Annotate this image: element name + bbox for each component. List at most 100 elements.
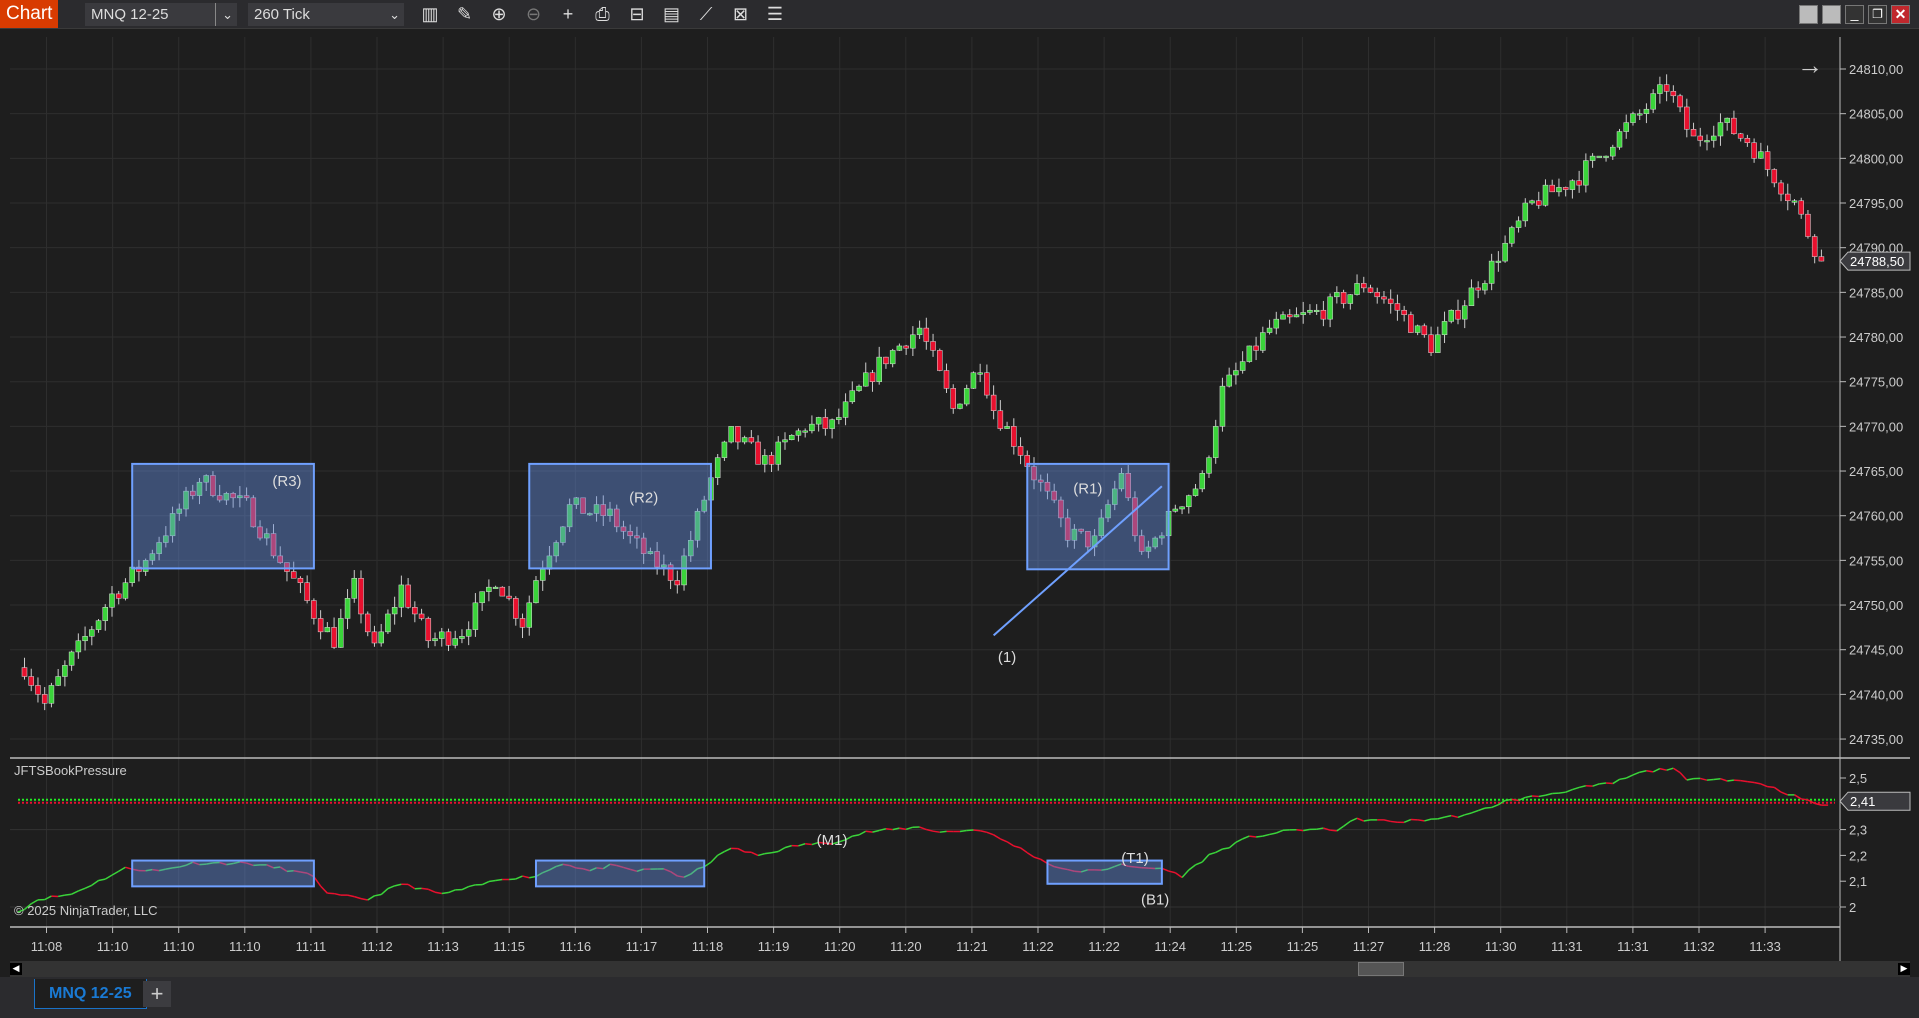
indicator-value-marker xyxy=(1839,791,1911,811)
indicator-segment xyxy=(629,868,638,873)
indicator-segment xyxy=(1659,767,1667,771)
scroll-to-end-arrow-icon[interactable]: → xyxy=(1797,50,1823,80)
candle-down xyxy=(1684,106,1690,130)
candle-down xyxy=(1818,256,1825,262)
indicator-segment xyxy=(1101,868,1109,871)
candle-up xyxy=(775,441,782,465)
time-axis-label: 11:18 xyxy=(692,939,724,954)
candle-up xyxy=(472,602,479,630)
indicator-axis-label: 2 xyxy=(1849,900,1856,915)
indicator-segment xyxy=(1477,807,1486,812)
candle-up xyxy=(910,334,916,349)
chart-area[interactable]: 11:08 11:10 11:10 11:10 11:11 11:12 11:13 11:15… xyxy=(0,29,1919,961)
candle-up xyxy=(714,457,721,478)
indicator-segment xyxy=(1599,782,1607,785)
candle-up xyxy=(149,553,156,561)
crosshair-icon[interactable]: + xyxy=(562,4,574,24)
candle-down xyxy=(768,455,775,465)
indicator-segment xyxy=(986,831,994,836)
indicator-segment xyxy=(1107,865,1116,870)
minimize-icon[interactable]: _ xyxy=(1845,5,1864,24)
candle-up xyxy=(55,676,61,686)
candle-down xyxy=(35,685,41,695)
indicators-icon[interactable]: ▤ xyxy=(662,4,680,24)
chart-properties-icon[interactable]: ⊟ xyxy=(629,4,645,24)
zoom-in-icon[interactable]: ⊕ xyxy=(491,4,507,24)
candle-down xyxy=(519,618,526,628)
candle-down xyxy=(41,694,48,704)
candle-down xyxy=(1771,169,1778,184)
indicator-segment xyxy=(1343,820,1351,827)
indicator-segment xyxy=(683,873,692,878)
indicator-segment xyxy=(1114,863,1122,868)
candle-down xyxy=(580,497,586,514)
indicator-segment xyxy=(226,862,234,866)
zone-rectangle xyxy=(1026,462,1170,571)
price-axis-label: 24740,00 xyxy=(1849,687,1903,702)
interval-selector[interactable]: 260 Tick ⌄ xyxy=(248,3,404,26)
indicator-segment xyxy=(1208,851,1216,856)
close-icon[interactable]: ✕ xyxy=(1891,5,1910,24)
scroll-thumb[interactable] xyxy=(1358,962,1404,976)
candle-up xyxy=(264,533,270,539)
indicator-segment xyxy=(1316,827,1324,831)
add-tab-button[interactable]: + xyxy=(143,981,171,1007)
indicator-segment xyxy=(1336,825,1345,832)
indicator-segment xyxy=(421,887,429,891)
indicator-segment xyxy=(697,866,705,870)
candle-down xyxy=(1805,213,1811,237)
chevron-down-icon[interactable]: ⌄ xyxy=(215,3,233,26)
strategies-icon[interactable]: ⟋ xyxy=(699,4,713,24)
indicator-value-label: 2,41 xyxy=(1850,794,1875,809)
candle-up xyxy=(465,629,472,637)
candle-down xyxy=(1697,135,1704,141)
candle-up xyxy=(203,475,209,483)
candle-up xyxy=(1616,131,1623,148)
indicator-segment xyxy=(374,893,382,897)
instrument-selector[interactable]: MNQ 12-25 ⌄ xyxy=(85,3,237,26)
indicator-segment xyxy=(91,879,99,886)
templates-icon[interactable]: ⊠ xyxy=(732,4,749,24)
indicator-segment xyxy=(44,895,52,901)
candle-up xyxy=(344,598,351,619)
candle-down xyxy=(216,495,223,501)
candle-up xyxy=(156,542,162,554)
indicator-segment xyxy=(313,876,322,887)
tab-mnq-12-25[interactable]: MNQ 12-25 xyxy=(34,979,147,1009)
indicator-segment xyxy=(1686,777,1694,781)
candle-up xyxy=(1791,200,1798,203)
candle-down xyxy=(1253,345,1259,351)
indicator-segment xyxy=(825,842,833,845)
window-button-blank[interactable] xyxy=(1799,5,1818,24)
candle-up xyxy=(1152,537,1158,548)
candle-up xyxy=(1502,242,1508,262)
zoom-out-icon[interactable]: ⊖ xyxy=(525,4,542,24)
indicator-segment xyxy=(1074,870,1082,873)
candle-up xyxy=(1542,184,1549,206)
candles xyxy=(21,74,1825,711)
candle-up xyxy=(1219,385,1226,427)
indicator-segment xyxy=(1188,864,1196,871)
candle-up xyxy=(836,417,842,420)
list-icon[interactable]: ☰ xyxy=(766,4,784,24)
price-axis-label: 24805,00 xyxy=(1849,107,1903,122)
indicator-segment xyxy=(1390,820,1398,824)
scroll-right-icon[interactable]: ▶ xyxy=(1898,963,1910,975)
data-box-icon[interactable]: ⎙ xyxy=(595,4,610,24)
candle-up xyxy=(1724,117,1730,123)
window-button-blank[interactable] xyxy=(1822,5,1841,24)
scroll-left-icon[interactable]: ◀ xyxy=(10,963,22,975)
instrument-value: MNQ 12-25 xyxy=(91,6,169,23)
indicator-segment xyxy=(1666,767,1674,771)
pencil-icon[interactable]: ✎ xyxy=(456,4,473,24)
indicator-segment xyxy=(1215,848,1223,854)
bar-chart-icon[interactable]: ▥ xyxy=(421,4,439,24)
candle-up xyxy=(1293,314,1300,318)
indicator-segment xyxy=(609,863,617,867)
candle-down xyxy=(1064,517,1071,541)
horizontal-scrollbar[interactable]: ◀ ▶ xyxy=(10,961,1910,977)
indicator-segment xyxy=(1262,833,1270,837)
indicator-segment xyxy=(30,899,39,905)
candle-up xyxy=(963,388,970,405)
restore-icon[interactable]: ❐ xyxy=(1868,5,1887,24)
